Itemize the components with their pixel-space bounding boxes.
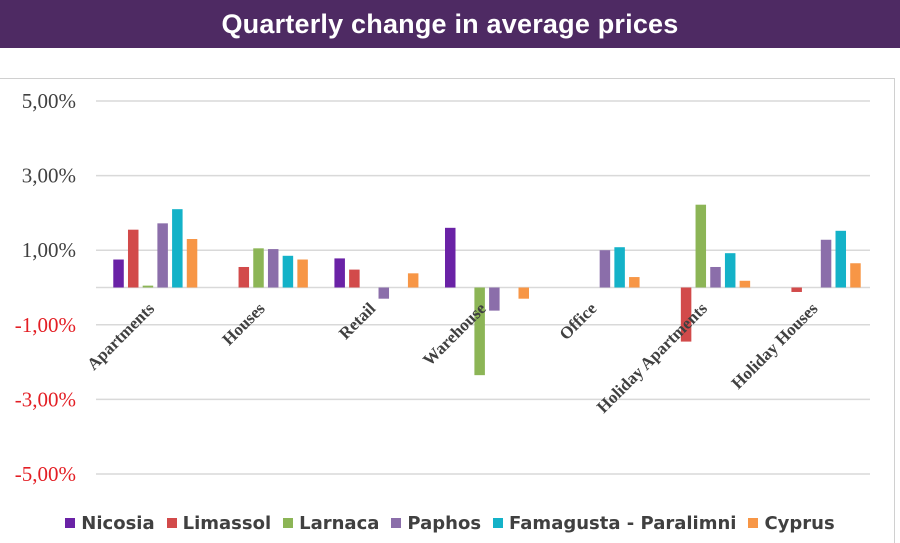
legend-item-larnaca: Larnaca: [283, 513, 379, 534]
y-tick-label: -5,00%: [15, 462, 76, 486]
legend-label: Paphos: [407, 512, 482, 534]
legend-item-famagusta-paralimni: Famagusta - Paralimni: [493, 513, 736, 534]
bar-famagusta-paralimni-office: [614, 247, 625, 288]
bar-paphos-apartments: [157, 223, 168, 288]
bar-paphos-holiday-apartments: [710, 266, 721, 288]
bar-limassol-holiday-houses: [791, 287, 802, 292]
bar-cyprus-apartments: [186, 239, 198, 288]
bar-nicosia-retail: [334, 258, 345, 288]
bar-cyprus-holiday-houses: [850, 263, 861, 288]
bar-cyprus-houses: [297, 259, 308, 288]
y-tick-label: -3,00%: [15, 387, 76, 411]
bar-larnaca-warehouse: [474, 287, 485, 376]
bar-larnaca-houses: [253, 248, 264, 288]
x-tick-label-retail: Retail: [335, 299, 379, 343]
legend-label: Larnaca: [299, 512, 380, 534]
legend-label: Nicosia: [81, 512, 155, 534]
legend-label: Famagusta - Paralimni: [509, 512, 737, 534]
bar-paphos-warehouse: [489, 287, 500, 311]
chart-panel: [0, 78, 895, 543]
legend-item-nicosia: Nicosia: [65, 512, 155, 534]
bar-limassol-houses: [238, 266, 250, 288]
bar-cyprus-office: [629, 277, 640, 288]
bar-paphos-holiday-houses: [820, 239, 832, 288]
x-tick-label-apartments: Apartments: [83, 299, 158, 374]
y-tick-label: -1,00%: [15, 313, 76, 337]
bar-cyprus-retail: [407, 273, 419, 288]
legend-swatch: [391, 518, 402, 528]
legend-label: Limassol: [182, 512, 272, 534]
bar-limassol-retail: [349, 269, 360, 288]
bar-famagusta-paralimni-holiday-houses: [835, 230, 847, 288]
bar-larnaca-holiday-apartments: [695, 204, 707, 288]
bar-paphos-retail: [378, 287, 390, 299]
legend-item-cyprus: Cyprus: [748, 512, 835, 534]
y-tick-label: 1,00%: [22, 238, 76, 262]
bar-larnaca-apartments: [142, 285, 154, 288]
x-tick-label-houses: Houses: [219, 299, 269, 349]
legend-swatch: [166, 518, 177, 528]
y-tick-label: 5,00%: [22, 89, 76, 113]
x-tick-label-office: Office: [556, 299, 601, 344]
legend: Nicosia Limassol Larnaca Paphos Famagusta - …: [0, 509, 900, 537]
legend-item-paphos: Paphos: [391, 513, 481, 534]
bar-famagusta-paralimni-holiday-apartments: [724, 253, 736, 288]
legend-swatch: [748, 518, 759, 528]
legend-label: Cyprus: [764, 512, 835, 534]
bar-limassol-apartments: [127, 229, 139, 288]
bar-cyprus-holiday-apartments: [739, 280, 751, 288]
x-tick-label-holiday-houses: Holiday Houses: [728, 299, 822, 393]
bar-paphos-houses: [267, 249, 279, 288]
title-banner: Quarterly change in average prices: [0, 0, 900, 48]
legend-swatch: [65, 518, 76, 528]
legend-swatch: [283, 518, 294, 528]
bar-cyprus-warehouse: [518, 287, 529, 299]
legend-swatch: [493, 518, 504, 528]
y-tick-label: 3,00%: [22, 164, 76, 188]
bar-limassol-holiday-apartments: [680, 287, 692, 342]
bar-nicosia-warehouse: [445, 227, 456, 288]
bar-famagusta-paralimni-apartments: [172, 209, 183, 288]
bar-paphos-office: [599, 250, 611, 288]
chart-title: Quarterly change in average prices: [221, 8, 679, 39]
bar-nicosia-apartments: [113, 259, 124, 288]
legend-item-limassol: Limassol: [166, 512, 272, 534]
bar-famagusta-paralimni-houses: [282, 255, 294, 288]
